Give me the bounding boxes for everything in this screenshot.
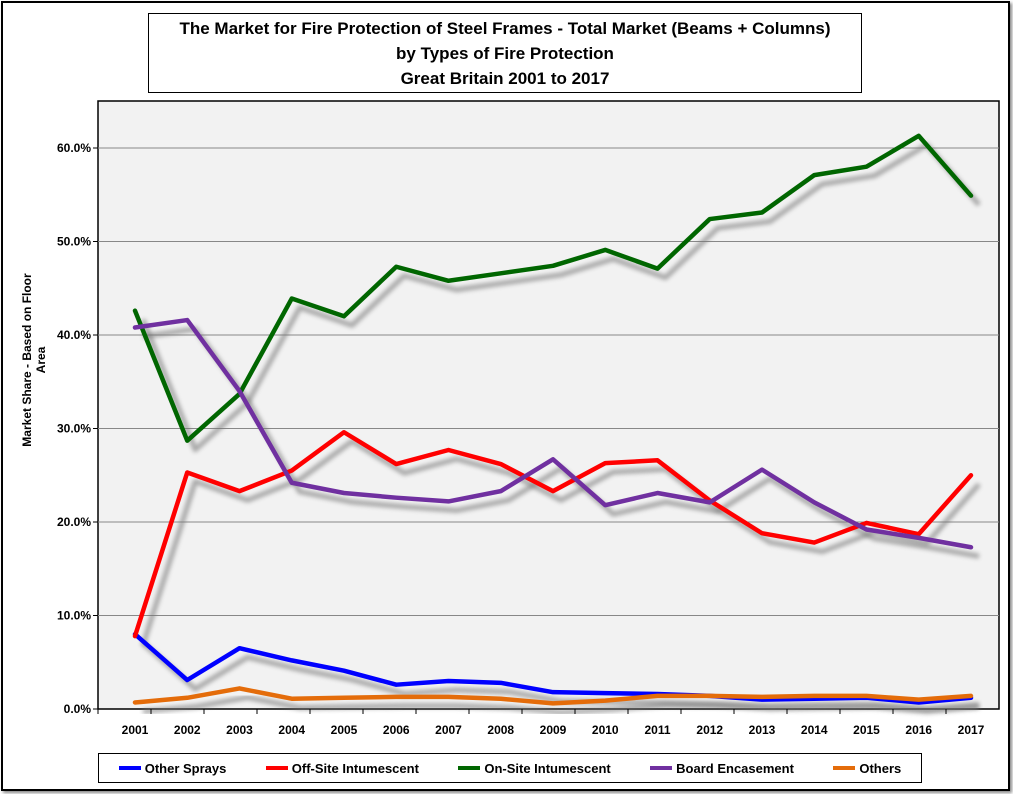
- legend-item: On-Site Intumescent: [458, 760, 611, 776]
- series-line-off-site-intumescent: [132, 429, 974, 639]
- plot-area: [97, 100, 1000, 710]
- x-tick-label: 2016: [905, 723, 932, 737]
- y-tick-label: 10.0%: [57, 609, 91, 623]
- legend-swatch: [650, 766, 673, 770]
- legend-item: Board Encasement: [650, 761, 794, 776]
- y-tick-label: 20.0%: [57, 515, 91, 529]
- chart-title: The Market for Fire Protection of Steel …: [148, 13, 862, 93]
- y-tick-label: 30.0%: [57, 422, 91, 436]
- x-tick-label: 2006: [383, 723, 410, 737]
- legend: Other Sprays Off-Site Intumescent On-Site …: [98, 753, 922, 783]
- x-tick-label: 2007: [435, 723, 462, 737]
- legend-swatch: [458, 766, 481, 770]
- legend-swatch: [265, 766, 288, 770]
- title-line-2: by Types of Fire Protection: [396, 44, 614, 63]
- title-line-3: Great Britain 2001 to 2017: [400, 69, 610, 88]
- legend-label: On-Site Intumescent: [484, 760, 611, 776]
- chart-plot: 0.0% 10.0% 20.0% 30.0% 40.0% 50.0% 60.0% 2001 20…: [57, 100, 1000, 737]
- legend-swatch: [833, 766, 856, 770]
- x-tick-label: 2015: [853, 723, 880, 737]
- x-tick-label: 2013: [749, 723, 776, 737]
- x-tick-label: 2003: [226, 723, 253, 737]
- x-tick-label: 2002: [174, 723, 201, 737]
- x-tick-label: 2005: [331, 723, 358, 737]
- legend-label: Off-Site Intumescent: [291, 760, 419, 776]
- x-tick-label: 2010: [592, 723, 619, 737]
- series-line-others: [132, 686, 974, 706]
- legend-label: Board Encasement: [676, 760, 794, 776]
- x-tick-label: 2004: [278, 723, 305, 737]
- x-tick-label: 2009: [540, 723, 567, 737]
- series-shadow: [140, 438, 981, 646]
- series-line-other-sprays: [132, 631, 974, 705]
- legend-label: Other Sprays: [144, 760, 227, 776]
- y-tick-label: 40.0%: [57, 328, 91, 342]
- legend-swatch: [118, 766, 141, 770]
- series-shadow: [142, 694, 980, 715]
- title-line-1: The Market for Fire Protection of Steel …: [179, 19, 831, 38]
- series-shadow: [140, 142, 981, 453]
- x-tick-label: 2011: [644, 723, 670, 737]
- series-line-on-site-intumescent: [132, 133, 974, 443]
- y-tick-label: 50.0%: [57, 235, 91, 249]
- x-tick-label: 2017: [958, 723, 985, 737]
- y-tick-label: 0.0%: [64, 702, 92, 716]
- legend-label: Others: [859, 760, 902, 776]
- legend-item: Off-Site Intumescent: [265, 760, 419, 776]
- x-tick-label: 2001: [122, 723, 149, 737]
- y-axis-label: Market Share - Based on Floor Area: [20, 273, 48, 447]
- series-line-board-encasement: [132, 317, 974, 550]
- x-tick-label: 2012: [696, 723, 723, 737]
- legend-item: Others: [833, 761, 901, 776]
- legend-item: Other Sprays: [118, 760, 227, 776]
- y-tick-label: 60.0%: [57, 141, 91, 155]
- x-tick-label: 2014: [801, 723, 828, 737]
- x-tick-label: 2008: [487, 723, 514, 737]
